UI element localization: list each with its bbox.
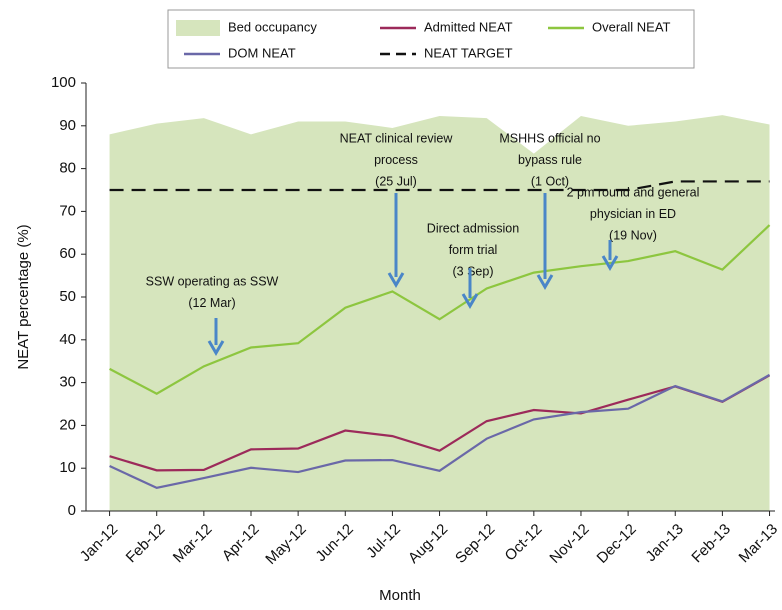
x-tick-label: Aug-12	[405, 521, 451, 567]
y-tick-label: 50	[59, 288, 76, 305]
annotation-text: (19 Nov)	[609, 228, 657, 242]
annotation-text: bypass rule	[518, 153, 582, 167]
arrow-head	[387, 272, 405, 288]
annotation-text: Direct admission	[427, 221, 519, 235]
annotation-text: NEAT clinical review	[340, 131, 454, 145]
annotation-text: (3 Sep)	[453, 264, 494, 278]
plot-layer	[109, 115, 771, 511]
y-tick-label: 10	[59, 459, 76, 476]
arrow-head	[601, 255, 619, 271]
annotation-text: (12 Mar)	[188, 296, 235, 310]
x-tick-label: Jun-12	[312, 521, 356, 565]
target-line	[109, 180, 770, 192]
x-tick-label: Feb-13	[688, 521, 734, 567]
arrow-head	[207, 340, 225, 356]
x-tick-label: Oct-12	[502, 521, 546, 565]
arrow-head	[536, 274, 554, 290]
annotation-text: process	[374, 153, 418, 167]
annotation-text: (25 Jul)	[375, 174, 417, 188]
annotation-text: physician in ED	[590, 207, 676, 221]
y-tick-label: 20	[59, 416, 76, 433]
x-tick-label: Nov-12	[546, 521, 592, 567]
x-tick-label: Mar-13	[736, 521, 782, 567]
y-axis-title: NEAT percentage (%)	[15, 224, 32, 369]
x-tick-label: Feb-12	[123, 521, 169, 567]
legend-label: Bed occupancy	[228, 19, 317, 34]
annotation-text: MSHHS official no	[499, 131, 600, 145]
y-tick-label: 60	[59, 245, 76, 262]
y-tick-label: 40	[59, 331, 76, 348]
legend-box	[167, 9, 695, 69]
x-axis-title: Month	[379, 587, 421, 604]
y-tick-label: 0	[68, 502, 76, 519]
y-tick-label: 90	[59, 117, 76, 134]
arrow-head	[461, 293, 479, 309]
annotation-text: form trial	[449, 243, 498, 257]
annotation-text: (1 Oct)	[531, 174, 569, 188]
x-tick-label: Jul-12	[363, 521, 404, 562]
x-tick-label: Apr-12	[219, 521, 263, 565]
x-tick-label: Jan-12	[77, 521, 121, 565]
annotation-text: 2 pm round and general	[567, 185, 700, 199]
y-tick-label: 100	[51, 74, 76, 91]
annotation-text: SSW operating as SSW	[146, 274, 279, 288]
line	[109, 224, 771, 395]
legend-label: DOM NEAT	[228, 45, 296, 60]
legend-label: NEAT TARGET	[424, 45, 513, 60]
line	[109, 373, 771, 490]
y-tick-label: 30	[59, 374, 76, 391]
line	[109, 374, 771, 472]
x-tick-label: Sep-12	[452, 521, 498, 567]
area	[109, 115, 770, 511]
y-tick-label: 70	[59, 202, 76, 219]
x-tick-label: May-12	[262, 521, 309, 568]
y-tick-label: 80	[59, 160, 76, 177]
legend-label: Admitted NEAT	[424, 19, 513, 34]
x-tick-label: Jan-13	[642, 521, 686, 565]
x-tick-label: Mar-12	[170, 521, 216, 567]
legend-swatch	[176, 20, 220, 36]
legend-label: Overall NEAT	[592, 19, 671, 34]
x-tick-label: Dec-12	[594, 521, 640, 567]
